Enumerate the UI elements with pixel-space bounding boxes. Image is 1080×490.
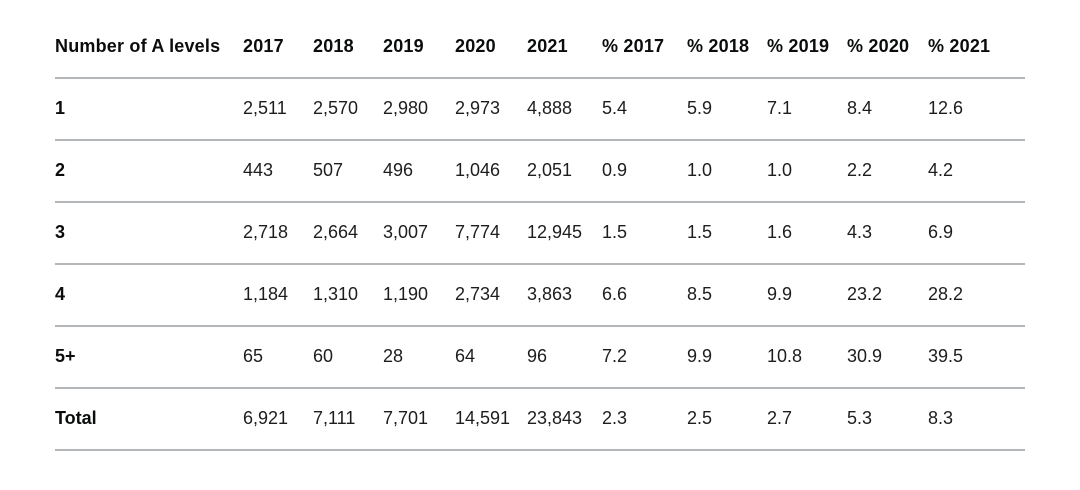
cell-value: 2.3 xyxy=(602,388,687,451)
cell-value: 7.2 xyxy=(602,326,687,389)
cell-value: 0.9 xyxy=(602,140,687,203)
table-row: 1 2,511 2,570 2,980 2,973 4,888 5.4 5.9 7.1 8.4 12… xyxy=(55,78,1025,141)
table-row: Total 6,921 7,111 7,701 14,591 23,843 2.3 2.5 2.… xyxy=(55,388,1025,451)
cell-value: 6,921 xyxy=(243,388,313,451)
a-levels-table: Number of A levels 2017 2018 2019 2020 2… xyxy=(55,26,1025,451)
cell-value: 1,046 xyxy=(455,140,527,203)
cell-value: 3,863 xyxy=(527,264,602,327)
cell-value: 9.9 xyxy=(767,264,847,327)
cell-value: 1.6 xyxy=(767,202,847,265)
cell-value: 10.8 xyxy=(767,326,847,389)
cell-value: 2,980 xyxy=(383,78,455,141)
cell-value: 1,190 xyxy=(383,264,455,327)
table-row: 2 443 507 496 1,046 2,051 0.9 1.0 1.0 2.2 4.2 xyxy=(55,140,1025,203)
cell-value: 23,843 xyxy=(527,388,602,451)
cell-value: 7,111 xyxy=(313,388,383,451)
cell-value: 1.0 xyxy=(767,140,847,203)
cell-value: 2,664 xyxy=(313,202,383,265)
cell-value: 4.3 xyxy=(847,202,928,265)
table-header: Number of A levels 2017 2018 2019 2020 2… xyxy=(55,26,1025,79)
cell-value: 2,734 xyxy=(455,264,527,327)
cell-value: 507 xyxy=(313,140,383,203)
cell-value: 23.2 xyxy=(847,264,928,327)
cell-value: 5.3 xyxy=(847,388,928,451)
row-label: 3 xyxy=(55,202,243,265)
cell-value: 8.4 xyxy=(847,78,928,141)
cell-value: 8.3 xyxy=(928,388,1025,451)
cell-value: 28.2 xyxy=(928,264,1025,327)
table-row: 4 1,184 1,310 1,190 2,734 3,863 6.6 8.5 9.9 23.2 2… xyxy=(55,264,1025,327)
cell-value: 28 xyxy=(383,326,455,389)
cell-value: 96 xyxy=(527,326,602,389)
column-header-pct-2019: % 2019 xyxy=(767,26,847,79)
cell-value: 2,511 xyxy=(243,78,313,141)
cell-value: 2,051 xyxy=(527,140,602,203)
row-label: 4 xyxy=(55,264,243,327)
cell-value: 1.5 xyxy=(602,202,687,265)
table-row: 3 2,718 2,664 3,007 7,774 12,945 1.5 1.5 1.6 4.3 6… xyxy=(55,202,1025,265)
row-label: 5+ xyxy=(55,326,243,389)
cell-value: 2,718 xyxy=(243,202,313,265)
column-header-number-of-a-levels: Number of A levels xyxy=(55,26,243,79)
cell-value: 3,007 xyxy=(383,202,455,265)
column-header-2019: 2019 xyxy=(383,26,455,79)
cell-value: 1.5 xyxy=(687,202,767,265)
cell-value: 5.4 xyxy=(602,78,687,141)
cell-value: 1.0 xyxy=(687,140,767,203)
cell-value: 2.5 xyxy=(687,388,767,451)
cell-value: 30.9 xyxy=(847,326,928,389)
row-label: 2 xyxy=(55,140,243,203)
cell-value: 39.5 xyxy=(928,326,1025,389)
cell-value: 7,774 xyxy=(455,202,527,265)
cell-value: 65 xyxy=(243,326,313,389)
column-header-2021: 2021 xyxy=(527,26,602,79)
a-levels-table-container: Number of A levels 2017 2018 2019 2020 2… xyxy=(55,26,1025,451)
cell-value: 60 xyxy=(313,326,383,389)
cell-value: 12.6 xyxy=(928,78,1025,141)
cell-value: 12,945 xyxy=(527,202,602,265)
table-row: 5+ 65 60 28 64 96 7.2 9.9 10.8 30.9 39.5 xyxy=(55,326,1025,389)
column-header-pct-2020: % 2020 xyxy=(847,26,928,79)
column-header-2017: 2017 xyxy=(243,26,313,79)
row-label: 1 xyxy=(55,78,243,141)
cell-value: 9.9 xyxy=(687,326,767,389)
cell-value: 496 xyxy=(383,140,455,203)
cell-value: 7.1 xyxy=(767,78,847,141)
cell-value: 2,973 xyxy=(455,78,527,141)
table-header-row: Number of A levels 2017 2018 2019 2020 2… xyxy=(55,26,1025,79)
cell-value: 1,310 xyxy=(313,264,383,327)
cell-value: 4,888 xyxy=(527,78,602,141)
cell-value: 14,591 xyxy=(455,388,527,451)
cell-value: 443 xyxy=(243,140,313,203)
cell-value: 8.5 xyxy=(687,264,767,327)
cell-value: 2.2 xyxy=(847,140,928,203)
cell-value: 1,184 xyxy=(243,264,313,327)
column-header-2018: 2018 xyxy=(313,26,383,79)
cell-value: 64 xyxy=(455,326,527,389)
cell-value: 2,570 xyxy=(313,78,383,141)
cell-value: 5.9 xyxy=(687,78,767,141)
column-header-pct-2017: % 2017 xyxy=(602,26,687,79)
column-header-2020: 2020 xyxy=(455,26,527,79)
cell-value: 7,701 xyxy=(383,388,455,451)
cell-value: 4.2 xyxy=(928,140,1025,203)
column-header-pct-2018: % 2018 xyxy=(687,26,767,79)
column-header-pct-2021: % 2021 xyxy=(928,26,1025,79)
cell-value: 6.6 xyxy=(602,264,687,327)
cell-value: 2.7 xyxy=(767,388,847,451)
table-body: 1 2,511 2,570 2,980 2,973 4,888 5.4 5.9 7.1 8.4 12… xyxy=(55,78,1025,451)
row-label: Total xyxy=(55,388,243,451)
cell-value: 6.9 xyxy=(928,202,1025,265)
